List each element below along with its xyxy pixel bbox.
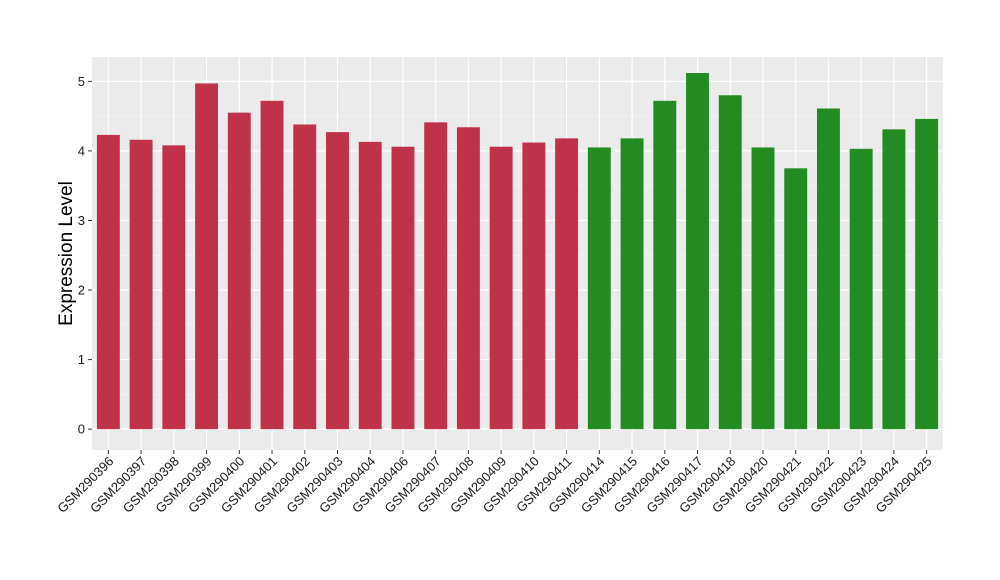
bar-GSM290402 <box>293 124 317 430</box>
bar-GSM290418 <box>718 95 742 430</box>
bar-GSM290397 <box>129 139 153 430</box>
y-tick-label: 0 <box>78 422 85 437</box>
y-tick-label: 3 <box>78 213 85 228</box>
y-tick-label: 1 <box>78 352 85 367</box>
bar-GSM290410 <box>522 142 546 430</box>
bar-GSM290399 <box>195 83 219 430</box>
bar-GSM290414 <box>587 147 611 430</box>
bar-GSM290411 <box>555 138 579 430</box>
bar-GSM290417 <box>686 72 709 430</box>
bars <box>96 72 939 430</box>
bar-GSM290420 <box>751 147 775 430</box>
bar-GSM290422 <box>816 108 840 430</box>
y-axis: 0 1 2 3 4 5 <box>78 74 92 437</box>
bar-GSM290409 <box>489 146 513 430</box>
bar-GSM290415 <box>620 138 644 430</box>
bar-GSM290425 <box>915 118 939 430</box>
bar-GSM290398 <box>162 145 186 430</box>
bar-GSM290400 <box>227 112 251 430</box>
bar-GSM290416 <box>653 100 677 430</box>
y-axis-title: Expression Level <box>56 181 77 326</box>
bar-GSM290407 <box>424 122 448 430</box>
y-tick-label: 2 <box>78 283 85 298</box>
bar-GSM290403 <box>326 132 349 430</box>
bar-GSM290424 <box>882 129 906 430</box>
bar-GSM290421 <box>784 168 808 430</box>
bar-GSM290406 <box>391 146 415 430</box>
bar-GSM290396 <box>96 134 120 430</box>
x-axis: GSM290396GSM290397GSM290398GSM290399GSM2… <box>54 450 935 516</box>
y-tick-label: 4 <box>78 143 85 158</box>
bar-GSM290423 <box>849 148 873 430</box>
bar-GSM290401 <box>260 100 284 430</box>
bar-GSM290404 <box>358 141 382 430</box>
bar-GSM290408 <box>456 127 480 430</box>
y-tick-label: 5 <box>78 74 85 89</box>
